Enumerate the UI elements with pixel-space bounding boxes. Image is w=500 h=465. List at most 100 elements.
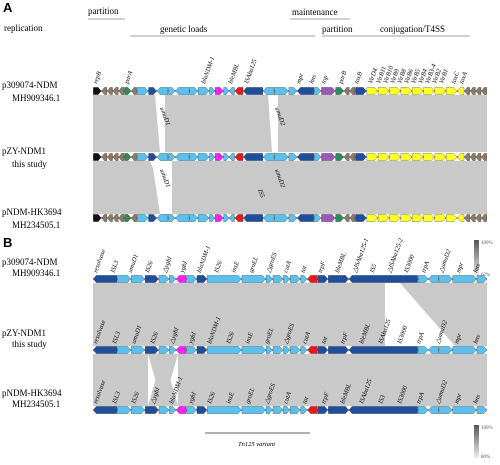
gene-arrow xyxy=(112,153,119,161)
gene-arrow xyxy=(158,346,169,354)
gene-label: repB xyxy=(92,71,103,85)
gene-arrow xyxy=(158,406,169,414)
gene-arrow xyxy=(464,153,470,161)
gene-arrow xyxy=(355,87,367,95)
gene-arrow xyxy=(349,214,356,222)
gene-arrow xyxy=(196,406,207,414)
gene-label: △umuD2 xyxy=(437,248,452,275)
gene-arrow xyxy=(283,406,290,414)
gene-arrow xyxy=(321,87,336,95)
scale-bar xyxy=(474,425,479,458)
gene-arrow xyxy=(470,87,476,95)
gene-label: taxA xyxy=(458,71,469,85)
gene-arrow xyxy=(446,214,458,222)
gene-arrow xyxy=(118,214,125,222)
gene-arrow xyxy=(189,87,198,95)
gene-arrow xyxy=(215,153,224,161)
gene-arrow xyxy=(314,87,322,95)
gene-arrow xyxy=(101,214,108,222)
gene-arrow xyxy=(131,153,137,161)
gene-arrow xyxy=(93,406,118,414)
gene-arrow xyxy=(481,214,487,222)
gene-arrow xyxy=(475,87,482,95)
gene-arrow xyxy=(118,87,125,95)
gene-label: IS3000 xyxy=(396,324,409,345)
gene-label: taxB xyxy=(353,71,364,85)
gene-arrow xyxy=(263,214,275,222)
homology-band xyxy=(278,95,487,152)
gene-arrow xyxy=(317,275,328,283)
gene-arrow xyxy=(343,214,350,222)
scale-bar xyxy=(474,240,479,276)
gene-arrow xyxy=(234,214,244,222)
gene-arrow xyxy=(209,153,215,161)
gene-label: trpF xyxy=(320,390,331,404)
gene-arrow xyxy=(189,214,198,222)
gene-arrow xyxy=(209,87,215,95)
gene-arrow xyxy=(207,346,242,354)
gene-label: IS3000 xyxy=(403,253,416,274)
gene-label: IS3 xyxy=(377,393,387,405)
gene-label: mpr xyxy=(453,392,463,405)
gene-label: tat xyxy=(320,336,329,345)
gene-arrow xyxy=(144,406,159,414)
gene-arrow xyxy=(428,275,439,283)
gene-label: IS26 xyxy=(225,330,236,345)
gene-arrow xyxy=(378,214,390,222)
gene-label: VirB6 xyxy=(403,67,415,84)
gene-label: VirB5 xyxy=(410,67,422,84)
gene-arrow xyxy=(137,214,149,222)
gene-arrow xyxy=(307,406,318,414)
gene-arrow xyxy=(378,87,390,95)
gene-arrow xyxy=(317,406,328,414)
track-accession: MH234505.1 xyxy=(12,399,60,409)
gene-arrow xyxy=(209,214,215,222)
gene-label: VirB2 xyxy=(431,67,443,84)
panel-label: B xyxy=(3,235,12,250)
scale-label: 80% xyxy=(481,455,490,460)
gene-arrow xyxy=(243,87,263,95)
gene-arrow xyxy=(475,153,482,161)
gene-arrow xyxy=(186,275,197,283)
gene-arrow xyxy=(438,346,453,354)
panel-label: A xyxy=(3,0,13,15)
gene-arrow xyxy=(223,214,229,222)
gene-label: trpA xyxy=(415,331,426,344)
track-accession: MH909346.1 xyxy=(12,93,60,103)
region-label: replication xyxy=(4,23,43,33)
gene-arrow xyxy=(400,87,412,95)
gene-arrow xyxy=(156,87,168,95)
gene-arrow xyxy=(389,87,401,95)
gene-arrow xyxy=(101,153,108,161)
gene-arrow xyxy=(241,275,266,283)
gene-arrow xyxy=(168,87,176,95)
track-name: p309074-NDM xyxy=(2,257,58,267)
gene-label: top xyxy=(320,74,330,85)
gene-label: cutA xyxy=(282,260,293,274)
homology-band xyxy=(178,354,487,406)
gene-arrow xyxy=(158,275,169,283)
gene-arrow xyxy=(241,346,266,354)
gene-arrow xyxy=(321,153,336,161)
homology-band xyxy=(93,95,160,152)
gene-arrow xyxy=(476,406,487,414)
gene-arrow xyxy=(438,275,453,283)
scale-label: 62% xyxy=(481,273,490,278)
gene-label: bleMBL xyxy=(334,251,348,273)
gene-arrow xyxy=(452,275,477,283)
gene-arrow xyxy=(423,153,435,161)
gene-arrow xyxy=(452,346,477,354)
gene-arrow xyxy=(348,406,418,414)
gene-arrow xyxy=(175,153,190,161)
gene-arrow xyxy=(176,406,187,414)
gene-arrow xyxy=(452,406,477,414)
gene-arrow xyxy=(464,87,470,95)
gene-label: mpr xyxy=(453,332,463,345)
gene-arrow xyxy=(307,346,318,354)
gene-label: IS26 xyxy=(144,259,155,274)
gene-arrow xyxy=(300,346,308,354)
gene-label: ygbI xyxy=(187,391,198,406)
gene-label: ISL3 xyxy=(111,390,122,406)
gene-arrow xyxy=(148,153,157,161)
